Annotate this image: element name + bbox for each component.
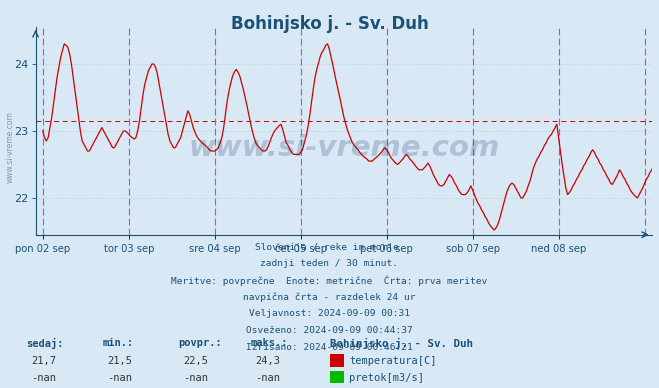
Text: 22,5: 22,5 (183, 356, 208, 366)
Text: temperatura[C]: temperatura[C] (349, 356, 437, 366)
Text: maks.:: maks.: (250, 338, 288, 348)
Text: zadnji teden / 30 minut.: zadnji teden / 30 minut. (260, 259, 399, 268)
Text: Osveženo: 2024-09-09 00:44:37: Osveženo: 2024-09-09 00:44:37 (246, 326, 413, 335)
Text: Bohinjsko j. - Sv. Duh: Bohinjsko j. - Sv. Duh (231, 15, 428, 33)
Text: 21,5: 21,5 (107, 356, 132, 366)
Text: -nan: -nan (183, 373, 208, 383)
Text: Slovenija / reke in morje.: Slovenija / reke in morje. (255, 242, 404, 251)
Text: -nan: -nan (256, 373, 281, 383)
Text: 24,3: 24,3 (256, 356, 281, 366)
Text: pretok[m3/s]: pretok[m3/s] (349, 373, 424, 383)
Text: navpična črta - razdelek 24 ur: navpična črta - razdelek 24 ur (243, 293, 416, 302)
Text: sedaj:: sedaj: (26, 338, 64, 348)
Text: Bohinjsko j. - Sv. Duh: Bohinjsko j. - Sv. Duh (330, 338, 473, 348)
Text: Izrisano: 2024-09-09 00:46:21: Izrisano: 2024-09-09 00:46:21 (246, 343, 413, 352)
Text: www.si-vreme.com: www.si-vreme.com (5, 111, 14, 184)
Text: 21,7: 21,7 (32, 356, 57, 366)
Text: www.si-vreme.com: www.si-vreme.com (188, 133, 500, 161)
Text: Veljavnost: 2024-09-09 00:31: Veljavnost: 2024-09-09 00:31 (249, 309, 410, 318)
Text: povpr.:: povpr.: (178, 338, 221, 348)
Text: -nan: -nan (107, 373, 132, 383)
Text: min.:: min.: (102, 338, 133, 348)
Text: -nan: -nan (32, 373, 57, 383)
Text: Meritve: povprečne  Enote: metrične  Črta: prva meritev: Meritve: povprečne Enote: metrične Črta:… (171, 276, 488, 286)
